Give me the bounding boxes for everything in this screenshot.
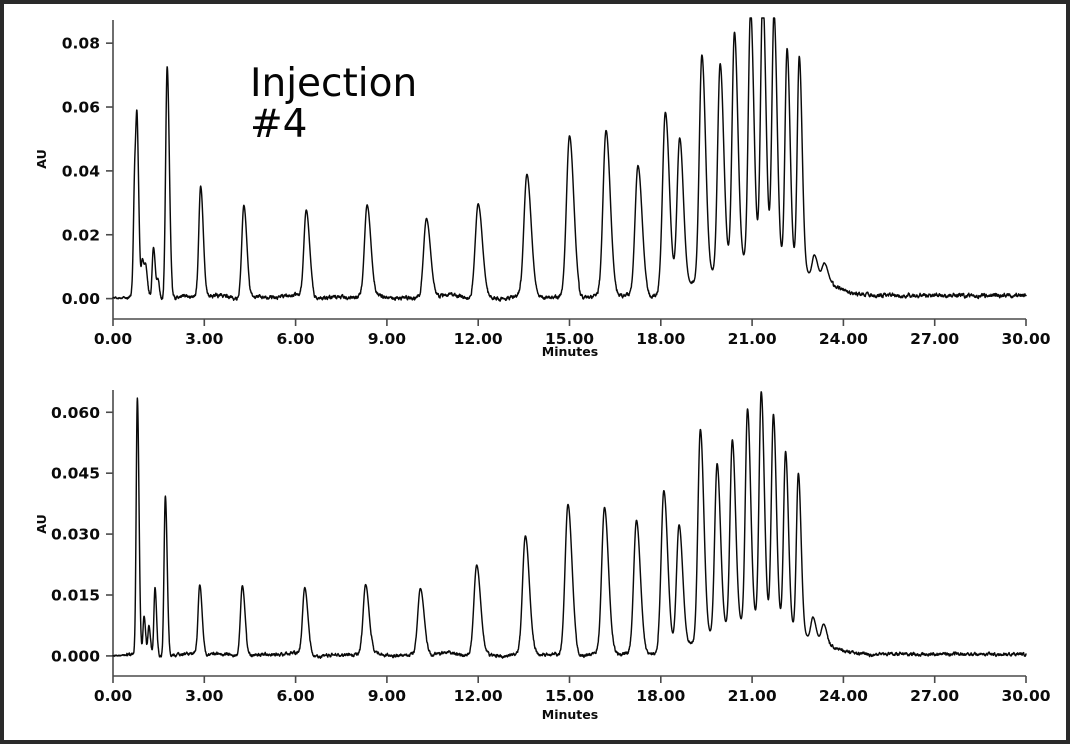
x-tick-label: 9.00 xyxy=(368,330,406,348)
axes-bottom xyxy=(106,390,1027,683)
x-tick-label: 6.00 xyxy=(276,687,314,705)
x-tick-label: 3.00 xyxy=(185,330,223,348)
trace-line-injection-4 xyxy=(112,17,1027,302)
x-tick-label: 18.00 xyxy=(636,330,685,348)
y-tick-label: 0.04 xyxy=(62,162,100,180)
x-axis-title-top: Minutes xyxy=(542,344,598,359)
y-tick-label: 0.030 xyxy=(51,526,100,544)
y-tick-label: 0.08 xyxy=(62,35,100,53)
x-tick-label: 30.00 xyxy=(1001,687,1050,705)
x-tick-label: 15.00 xyxy=(545,687,594,705)
x-tick-label: 27.00 xyxy=(910,687,959,705)
y-tick-label: 0.015 xyxy=(51,587,100,605)
annotation-line1-top: Injection xyxy=(250,61,418,106)
x-tick-label: 18.00 xyxy=(636,687,685,705)
x-tick-label: 12.00 xyxy=(454,687,503,705)
y-axis-title-bottom: AU xyxy=(34,514,49,533)
y-axis-title-top: AU xyxy=(34,149,49,168)
x-axis-title-bottom: Minutes xyxy=(542,707,598,722)
tick-labels-bottom: 0.000 0.015 0.030 0.045 0.060 0.00 3.00 6.00 9.0… xyxy=(51,404,1051,705)
axes-top xyxy=(106,20,1027,326)
x-tick-label: 9.00 xyxy=(368,687,406,705)
x-tick-label: 0.00 xyxy=(94,687,132,705)
x-tick-label: 12.00 xyxy=(454,330,503,348)
y-tick-label: 0.045 xyxy=(51,465,100,483)
x-tick-label: 0.00 xyxy=(94,330,132,348)
chromatogram-panel-bottom: 0.000 0.015 0.030 0.045 0.060 0.00 3.00 6.00 9.0… xyxy=(4,376,1066,740)
trace-line-injection-1001 xyxy=(112,391,1027,660)
chromatogram-plot-injection-1001: 0.000 0.015 0.030 0.045 0.060 0.00 3.00 6.00 9.0… xyxy=(34,390,1051,722)
x-tick-label: 24.00 xyxy=(819,687,868,705)
x-tick-label: 15.00 xyxy=(545,330,594,348)
chromatogram-panel-top: 0.00 0.02 0.04 0.06 0.08 0.00 3.00 6.00 9.00 12.0… xyxy=(4,4,1066,376)
y-tick-label: 0.02 xyxy=(62,226,100,244)
y-tick-label: 0.00 xyxy=(62,290,100,308)
x-tick-label: 6.00 xyxy=(276,330,314,348)
tick-labels-top: 0.00 0.02 0.04 0.06 0.08 0.00 3.00 6.00 9.00 12.0… xyxy=(62,35,1051,348)
x-tick-label: 27.00 xyxy=(910,330,959,348)
annotation-line2-top: #4 xyxy=(250,101,308,147)
x-tick-label: 3.00 xyxy=(185,687,223,705)
y-tick-label: 0.000 xyxy=(51,647,100,665)
x-tick-label: 21.00 xyxy=(728,330,777,348)
chromatogram-plot-injection-4: 0.00 0.02 0.04 0.06 0.08 0.00 3.00 6.00 9.00 12.0… xyxy=(34,17,1051,359)
annotation-injection-top: Injection #4 xyxy=(250,61,418,147)
y-tick-label: 0.06 xyxy=(62,99,100,117)
x-tick-label: 30.00 xyxy=(1001,330,1050,348)
y-tick-label: 0.060 xyxy=(51,404,100,422)
x-tick-label: 24.00 xyxy=(819,330,868,348)
x-tick-label: 21.00 xyxy=(728,687,777,705)
